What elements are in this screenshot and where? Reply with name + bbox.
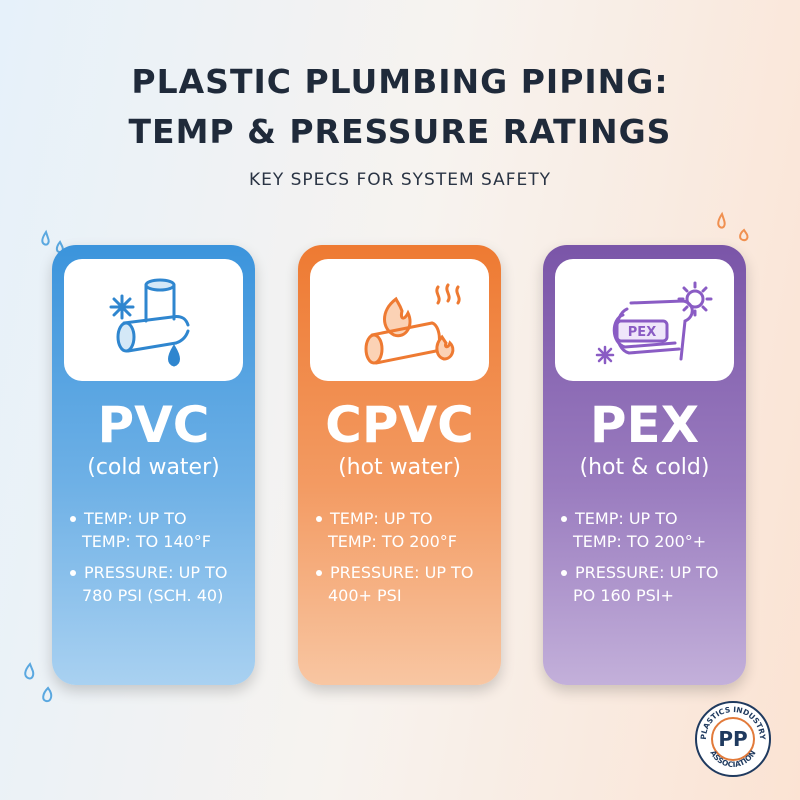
pvc-card: PVC (cold water) TEMP: UP TO TEMP: TO 14…	[52, 245, 255, 685]
spec-bullet: PRESSURE: UP TO	[559, 561, 739, 584]
spec-text: TEMP: TO 200°F	[328, 532, 458, 551]
pvc-icon-box	[64, 259, 243, 381]
spec-text: TEMP: TO 200°+	[573, 532, 707, 551]
spec-text: 400+ PSI	[328, 586, 402, 605]
spec-text: TEMP: TO 140°F	[82, 532, 212, 551]
water-drop-icon	[24, 662, 53, 703]
spec-bullet: TEMP: UP TO	[559, 507, 739, 530]
water-drop-icon	[717, 211, 749, 242]
page-title-line2: TEMP & PRESSURE RATINGS	[128, 112, 672, 151]
cpvc-card: CPVC (hot water) TEMP: UP TO TEMP: TO 20…	[298, 245, 501, 685]
pex-specs: TEMP: UP TO TEMP: TO 200°+ PRESSURE: UP …	[559, 507, 739, 615]
spec-bullet: PRESSURE: UP TO	[68, 561, 248, 584]
pvc-name: PVC	[97, 396, 210, 454]
pex-subtitle: (hot & cold)	[579, 455, 710, 480]
badge-logo-mark: PP	[718, 727, 747, 751]
pex-card: PEX PEX (hot & cold) TEMP: UP TO TEMP: T…	[543, 245, 746, 685]
pex-name: PEX	[589, 396, 700, 454]
spec-bullet: PRESSURE: UP TO	[314, 561, 494, 584]
spec-text: 780 PSI (SCH. 40)	[82, 586, 224, 605]
pex-icon-box: PEX	[555, 259, 734, 381]
cpvc-name: CPVC	[325, 396, 474, 454]
pvc-subtitle: (cold water)	[87, 455, 220, 480]
page-title-line1: PLASTIC PLUMBING PIPING:	[131, 62, 669, 101]
cpvc-subtitle: (hot water)	[338, 455, 461, 480]
pipe-snowflake-icon	[109, 278, 190, 367]
spec-text: PO 160 PSI+	[573, 586, 674, 605]
page-subtitle: KEY SPECS FOR SYSTEM SAFETY	[248, 170, 552, 190]
spec-bullet: TEMP: UP TO	[314, 507, 494, 530]
spec-bullet: TEMP: UP TO	[68, 507, 248, 530]
association-badge: PLASTICS INDUSTRY ASSOCIATION PP	[695, 701, 771, 777]
pipe-flame-icon	[364, 283, 461, 365]
pvc-specs: TEMP: UP TO TEMP: TO 140°F PRESSURE: UP …	[68, 507, 248, 615]
cpvc-specs: TEMP: UP TO TEMP: TO 200°F PRESSURE: UP …	[314, 507, 494, 615]
cpvc-icon-box	[310, 259, 489, 381]
pex-icon-label: PEX	[628, 325, 656, 340]
pex-coil-icon: PEX	[595, 281, 713, 365]
